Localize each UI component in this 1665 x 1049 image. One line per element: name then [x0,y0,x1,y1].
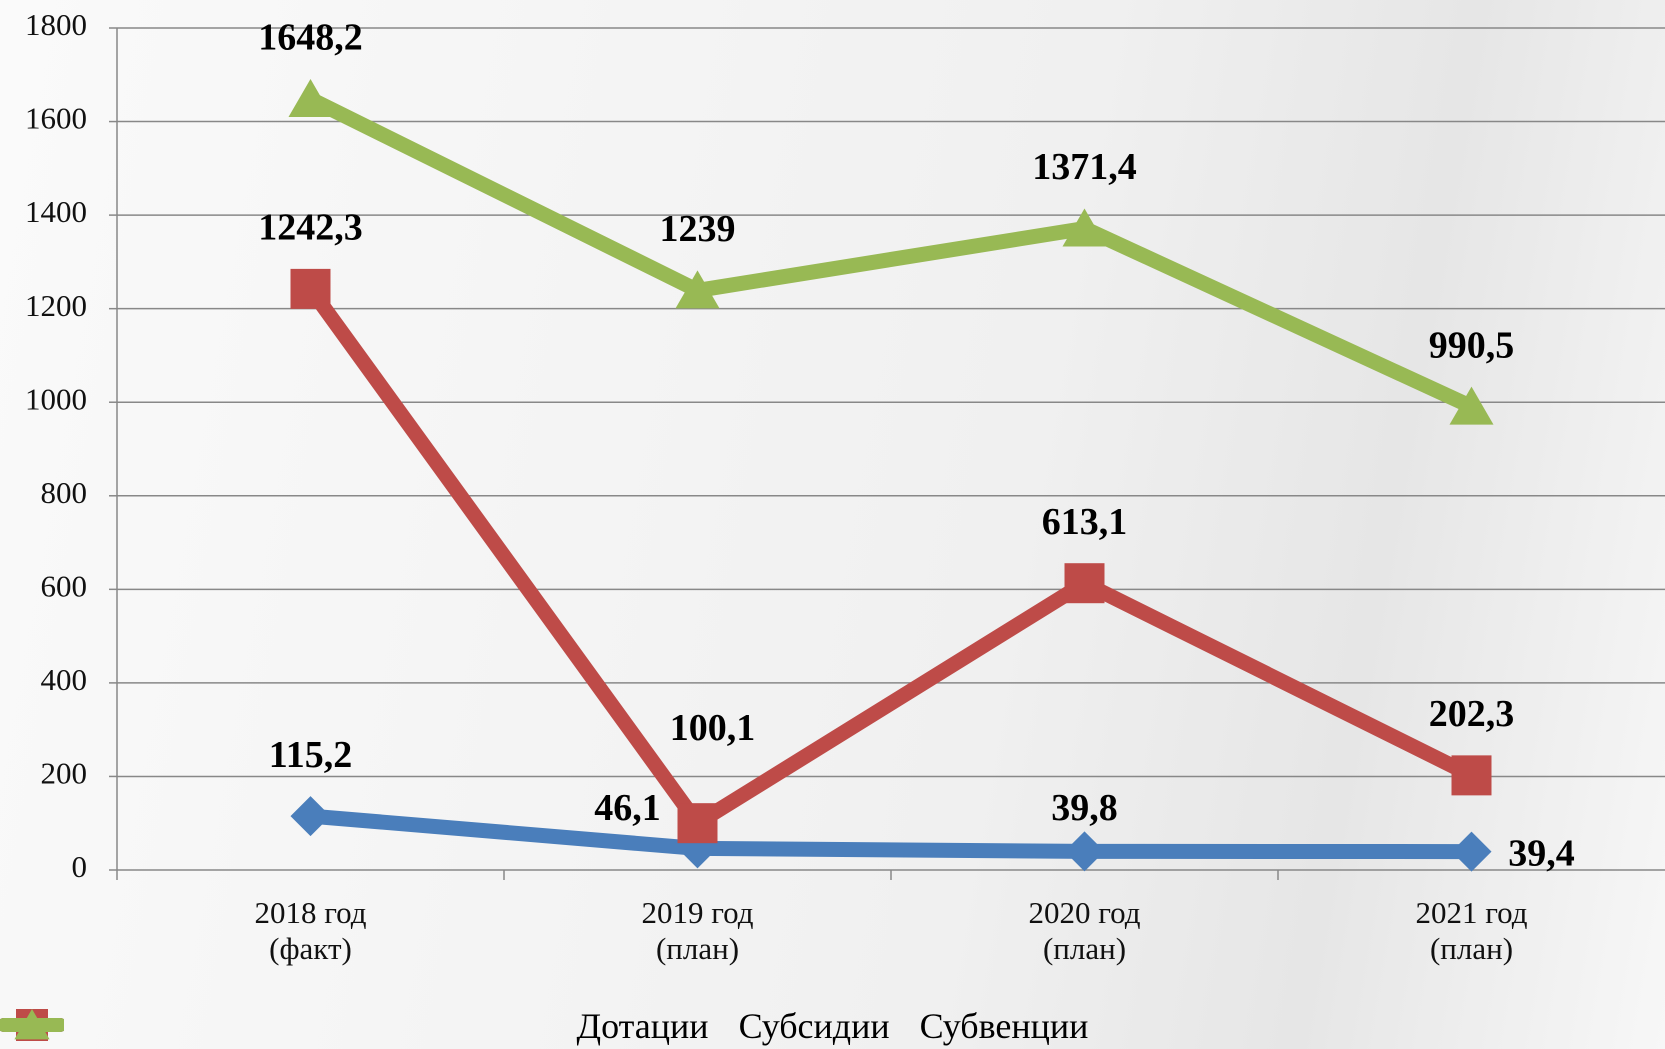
series-line [311,289,1472,823]
legend-label: Субвенции [920,1005,1089,1047]
y-tick-label: 1800 [25,7,87,42]
plot: 0 200 400 600 800 1000 1200 1400 1600 1800 115,2 46… [0,0,1665,1049]
data-label: 46,1 [594,787,661,829]
data-label: 990,5 [1429,324,1515,366]
marker [1065,831,1105,871]
y-tick-label: 1200 [25,288,87,323]
marker [291,796,331,836]
data-label: 115,2 [269,734,352,776]
x-tick-label: 2019 год (план) [623,895,773,967]
marker [1452,832,1492,872]
y-tick-label: 600 [41,568,88,603]
data-label: 100,1 [670,707,756,749]
y-tick-label: 0 [72,849,88,884]
legend: Дотации Субсидии Субвенции [0,1005,1665,1047]
x-tick-label: 2018 год (факт) [236,895,386,967]
data-label: 1648,2 [258,17,363,59]
marker [291,269,331,309]
marker [678,803,718,843]
series-line [311,816,1472,851]
legend-item: Субвенции [920,1005,1089,1047]
y-tick-label: 1600 [25,101,87,136]
legend-label: Дотации [577,1005,709,1047]
data-label: 202,3 [1429,693,1515,735]
y-tick-label: 800 [41,475,88,510]
y-tick-label: 1000 [25,381,87,416]
data-label: 39,4 [1508,832,1575,874]
data-label: 613,1 [1042,501,1128,543]
y-tick-label: 1400 [25,194,87,229]
x-tick-label: 2020 год (план) [1010,895,1160,967]
x-tick-label: 2021 год (план) [1397,895,1547,967]
y-tick-label: 400 [41,662,88,697]
data-label: 1239 [660,208,736,250]
data-label: 1371,4 [1032,146,1137,188]
chart: 0 200 400 600 800 1000 1200 1400 1600 1800 115,2 46… [0,0,1665,1049]
data-label: 1242,3 [258,207,363,249]
legend-icon [0,1005,64,1045]
marker [1065,563,1105,603]
series-line [311,99,1472,407]
marker [1452,755,1492,795]
legend-item: Дотации [577,1005,709,1047]
legend-item: Субсидии [739,1005,890,1047]
data-label: 39,8 [1051,787,1118,829]
marker [289,79,333,117]
y-tick-label: 200 [41,756,88,791]
legend-label: Субсидии [739,1005,890,1047]
